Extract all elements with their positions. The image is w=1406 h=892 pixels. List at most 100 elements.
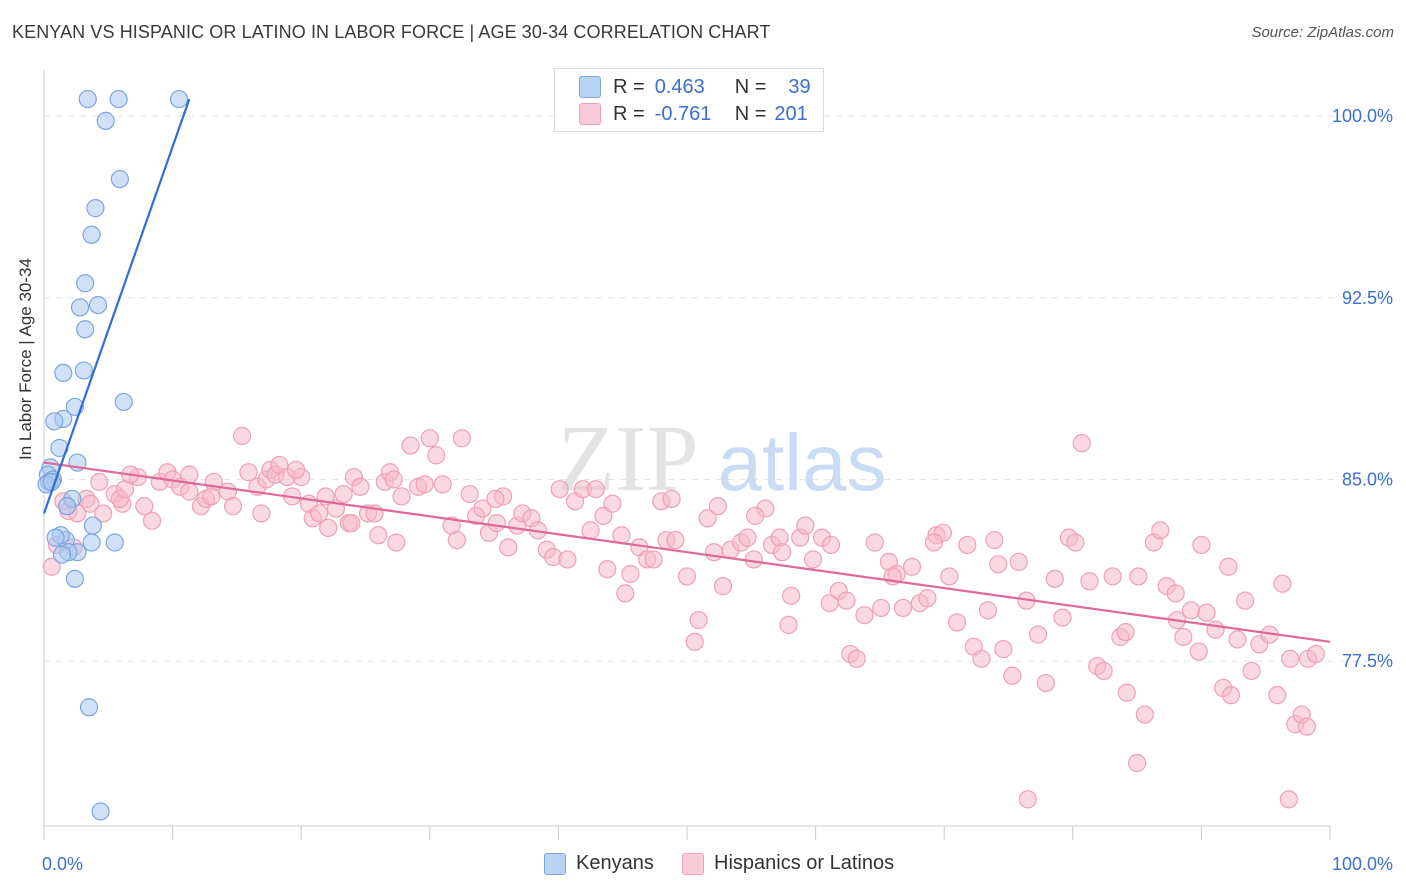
hispanic-point	[994, 640, 1013, 659]
hispanic-point	[594, 506, 613, 525]
hispanic-point	[1116, 623, 1135, 642]
hispanic-point	[180, 482, 199, 501]
hispanic-point	[1080, 572, 1099, 591]
hispanic-point	[342, 514, 361, 533]
legend-n-value: 201	[774, 102, 808, 125]
hispanic-point	[685, 632, 704, 651]
kenyan-point	[52, 545, 72, 564]
hispanic-point	[90, 472, 109, 492]
hispanic-point	[460, 484, 479, 504]
hispanic-point	[1036, 673, 1055, 693]
hispanic-point	[902, 557, 922, 576]
hispanic-point	[1053, 608, 1072, 627]
legend-item-hispanics[interactable]: Hispanics or Latinos	[682, 852, 894, 875]
kenyan-point	[74, 361, 93, 380]
series-legend: Kenyans Hispanics or Latinos	[0, 852, 1406, 878]
hispanic-point	[1219, 557, 1238, 576]
hispanic-point	[202, 487, 221, 506]
hispanic-point	[616, 584, 635, 603]
kenyan-point	[78, 89, 97, 109]
y-axis-label: In Labor Force | Age 30-34	[16, 258, 35, 460]
axes	[43, 70, 1331, 840]
hispanic-points	[42, 426, 1325, 809]
y-tick-label: 85.0%	[1342, 470, 1393, 490]
hispanic-point	[1135, 705, 1154, 724]
hispanic-point	[286, 460, 306, 479]
hispanic-point	[738, 528, 757, 547]
hispanic-point	[698, 509, 717, 528]
hispanic-point	[487, 514, 506, 533]
trend-lines	[42, 98, 1331, 643]
hispanic-point	[135, 497, 154, 516]
hispanic-point	[1117, 683, 1136, 702]
kenyan-trend-line	[42, 98, 191, 514]
hispanic-point	[1129, 567, 1148, 586]
hispanic-point	[427, 446, 446, 465]
hispanic-point	[1018, 790, 1037, 809]
hispanic-point	[1228, 630, 1247, 649]
legend-swatch-kenyans	[544, 852, 566, 875]
hispanic-point	[803, 550, 823, 569]
hispanic-point	[893, 598, 913, 618]
kenyan-point	[83, 516, 102, 535]
hispanic-point	[666, 530, 685, 550]
hispanic-point	[677, 567, 697, 586]
hispanic-point	[1221, 686, 1241, 705]
correlation-legend: R = 0.463 N = 39 R = -0.761 N = 201	[554, 68, 824, 132]
kenyan-point	[70, 298, 90, 317]
kenyan-points	[37, 89, 189, 821]
hispanic-point	[958, 535, 977, 555]
hispanic-point	[855, 606, 874, 625]
hispanic-point	[1182, 601, 1201, 620]
hispanic-point	[334, 484, 353, 504]
kenyan-point	[109, 89, 128, 109]
y-tick-label: 77.5%	[1342, 651, 1393, 671]
hispanic-point	[1197, 603, 1216, 622]
hispanic-point	[972, 649, 991, 668]
kenyan-point	[82, 225, 101, 244]
kenyan-point	[76, 320, 95, 339]
hispanic-point	[947, 613, 967, 632]
hispanic-point	[689, 610, 708, 630]
source-credit: Source: ZipAtlas.com	[1251, 24, 1394, 41]
hispanic-point	[384, 470, 403, 489]
hispanic-point	[1189, 642, 1208, 661]
hispanic-point	[433, 475, 452, 494]
hispanic-point	[550, 480, 569, 499]
hispanic-point	[239, 463, 258, 482]
x-tick-label: 0.0%	[42, 854, 83, 874]
hispanic-point	[644, 550, 663, 569]
kenyan-point	[105, 533, 124, 552]
hispanic-point	[779, 615, 798, 634]
hispanic-point	[1127, 753, 1147, 773]
hispanic-point	[420, 429, 439, 448]
hispanic-point	[837, 591, 856, 610]
legend-item-kenyans[interactable]: Kenyans	[544, 852, 654, 875]
legend-swatch-hispanics	[579, 103, 601, 125]
legend-r-value: 0.463	[654, 75, 705, 98]
kenyan-point	[65, 569, 84, 588]
kenyan-point	[169, 89, 189, 109]
legend-label-hispanics: Hispanics or Latinos	[714, 852, 895, 874]
hispanic-point	[499, 538, 518, 557]
watermark: ZIP atlas	[558, 407, 887, 511]
hispanic-point	[1192, 535, 1211, 555]
watermark-atlas: atlas	[718, 418, 887, 507]
legend-r-label: R =	[613, 75, 645, 98]
kenyan-point	[88, 295, 108, 315]
tick-labels: 77.5% 85.0% 92.5% 100.0% 0.0% 100.0%	[42, 106, 1393, 874]
legend-r-label: R =	[613, 102, 645, 125]
kenyan-point	[79, 698, 99, 717]
kenyan-point	[58, 497, 77, 516]
hispanic-point	[252, 504, 271, 523]
kenyan-point	[86, 199, 105, 218]
hispanic-point	[1306, 644, 1325, 664]
hispanic-point	[708, 497, 727, 516]
hispanic-point	[586, 480, 605, 499]
hispanic-point	[415, 475, 434, 494]
hispanic-point	[872, 598, 891, 618]
hispanic-point	[486, 489, 505, 508]
x-tick-label: 100.0%	[1332, 854, 1393, 874]
hispanic-point	[621, 564, 640, 584]
